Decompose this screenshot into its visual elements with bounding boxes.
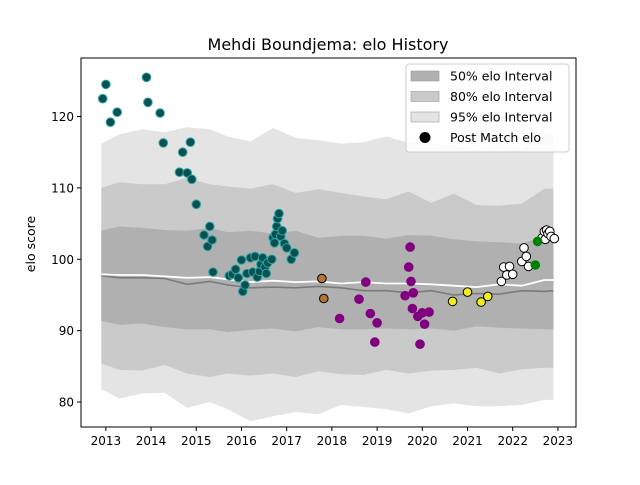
legend-label: 50% elo Interval: [450, 69, 552, 84]
data-point-teal: [185, 137, 196, 147]
data-point-white: [507, 269, 518, 280]
data-point-green: [532, 236, 543, 247]
axes-frame: [80, 57, 577, 428]
data-point-purple: [406, 276, 416, 287]
x-tick-label: 2016: [226, 434, 257, 448]
band-50: [101, 226, 554, 333]
data-point-purple: [365, 308, 376, 319]
x-tick-label: 2019: [362, 434, 393, 448]
data-point-teal: [177, 147, 188, 157]
data-point-teal: [289, 248, 300, 258]
data-point-teal: [202, 241, 213, 252]
data-point-teal: [158, 138, 169, 148]
x-tick-label: 2017: [271, 434, 302, 448]
data-point-teal: [281, 243, 292, 253]
data-point-teal: [97, 93, 108, 104]
y-tick-label: 100: [51, 253, 74, 267]
data-point-purple: [408, 288, 419, 298]
data-point-white: [521, 251, 532, 262]
data-point-teal: [240, 280, 250, 290]
x-tick-label: 2014: [136, 434, 167, 448]
data-point-teal: [267, 254, 277, 265]
data-point-teal: [143, 97, 153, 108]
y-tick-label: 110: [51, 181, 74, 195]
data-point-purple: [334, 313, 345, 324]
x-tick-label: 2015: [181, 434, 212, 448]
data-point-teal: [182, 168, 192, 178]
data-point-purple: [419, 319, 430, 330]
x-tick-label: 2020: [407, 434, 438, 448]
legend-swatch: [410, 70, 440, 82]
y-axis: 80 90 100 110 120: [51, 110, 81, 410]
data-point-teal: [261, 268, 272, 279]
data-point-purple: [405, 242, 415, 252]
mean-line: [101, 273, 554, 289]
data-point-green: [530, 260, 541, 270]
data-point-teal: [208, 267, 218, 277]
legend-label: 80% elo Interval: [450, 89, 552, 104]
data-point-white: [519, 243, 529, 253]
data-point-purple: [415, 339, 425, 350]
chart-title: Mehdi Boundjema: elo History: [208, 35, 449, 54]
data-point-teal: [101, 79, 111, 90]
data-point-teal: [250, 251, 260, 262]
y-axis-label: elo score: [23, 216, 38, 273]
legend-box: [405, 63, 570, 153]
legend-label: Post Match elo: [450, 130, 541, 145]
data-point-teal: [199, 230, 209, 240]
y-tick-label: 120: [51, 110, 74, 124]
data-point-purple: [370, 337, 380, 347]
data-point-teal: [207, 235, 217, 245]
legend-swatch: [410, 111, 440, 123]
data-point-yellow: [476, 297, 486, 307]
x-tick-label: 2022: [497, 434, 528, 448]
data-point-purple: [403, 262, 414, 272]
data-point-purple: [361, 277, 371, 287]
data-point-yellow: [462, 287, 473, 297]
data-point-purple: [407, 303, 418, 314]
data-point-teal: [112, 107, 122, 117]
data-point-teal: [155, 108, 165, 118]
x-tick-label: 2023: [543, 434, 574, 448]
data-point-purple: [400, 290, 410, 301]
data-point-purple: [424, 307, 434, 317]
data-point-white: [549, 233, 560, 244]
data-point-teal: [191, 199, 202, 210]
legend: 50% elo Interval 80% elo Interval 95% elo …: [405, 63, 570, 153]
x-axis: 2013 2014 2015 2016 2017 2018 2019 2020 2021 2022…: [91, 427, 574, 448]
data-point-yellow: [483, 291, 493, 302]
data-point-purple: [372, 318, 382, 328]
y-tick-label: 90: [59, 324, 74, 338]
legend-marker: [419, 132, 431, 143]
data-point-teal: [105, 117, 116, 127]
x-tick-label: 2021: [452, 434, 483, 448]
data-point-teal: [230, 264, 241, 275]
x-tick-label: 2013: [91, 434, 122, 448]
data-point-teal: [236, 255, 247, 265]
data-point-teal: [277, 225, 288, 236]
x-tick-label: 2018: [317, 434, 348, 448]
legend-swatch: [410, 91, 440, 102]
data-point-yellow: [447, 296, 458, 307]
data-point-white: [504, 261, 515, 272]
data-point-purple: [354, 294, 364, 305]
data-point-teal: [233, 273, 244, 283]
data-point-brown: [319, 293, 329, 304]
y-tick-label: 80: [59, 396, 74, 410]
data-point-teal: [141, 72, 152, 83]
legend-label: 95% elo Interval: [450, 110, 552, 125]
data-point-teal: [274, 208, 284, 219]
post-match-points: [97, 72, 560, 350]
data-point-brown: [317, 273, 327, 284]
interval-bands: [101, 127, 554, 422]
data-point-teal: [205, 221, 215, 232]
data-point-white: [496, 276, 507, 287]
data-point-teal: [187, 174, 197, 185]
